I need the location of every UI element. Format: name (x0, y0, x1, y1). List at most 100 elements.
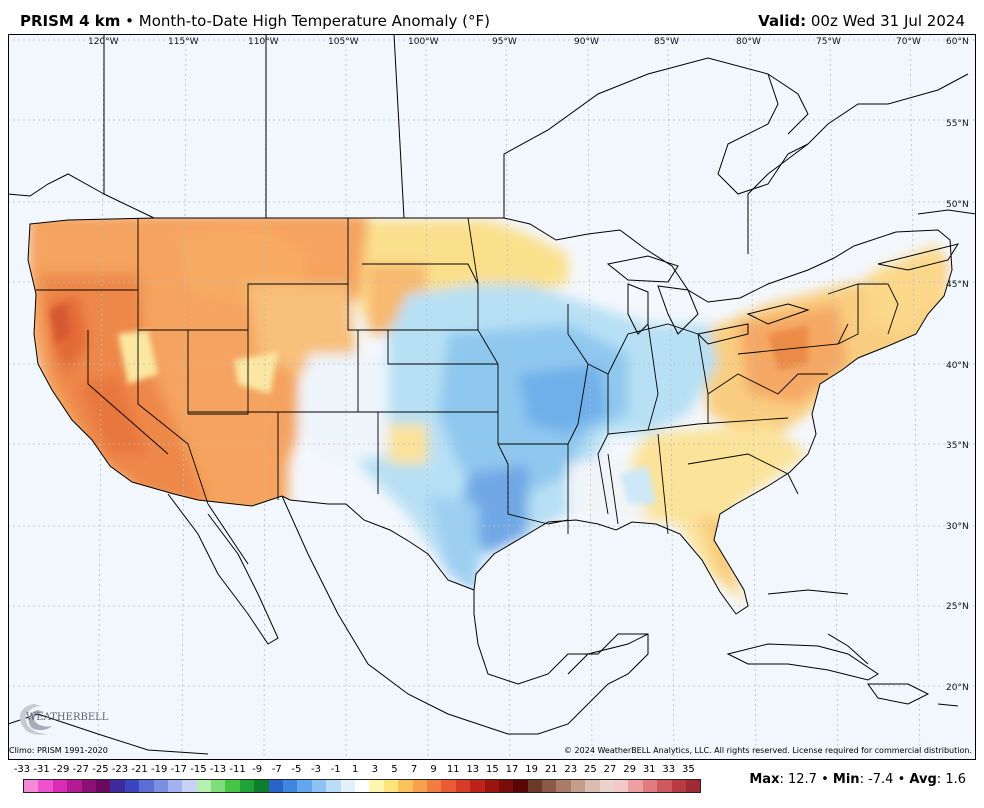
logo-text: WEATHERBELL (26, 712, 109, 723)
lat-label: 30°N (946, 522, 969, 532)
lat-label: 35°N (946, 441, 969, 451)
legend-tick-label: 29 (623, 764, 636, 775)
legend-tick-label: 21 (544, 764, 558, 775)
climo-note: Climo: PRISM 1991-2020 (9, 746, 108, 755)
legend-swatch (383, 780, 399, 792)
product-description: Month-to-Date High Temperature Anomaly (… (138, 12, 490, 30)
legend-tick-label: 23 (564, 764, 578, 775)
max-value: 12.7 (788, 772, 817, 787)
legend-swatch (268, 780, 284, 792)
legend-tick-label: -21 (131, 764, 148, 775)
legend-swatch (340, 780, 355, 792)
lon-label: 80°W (736, 37, 761, 47)
legend-tick-label: 25 (584, 764, 597, 775)
legend-swatch (38, 780, 53, 792)
avg-value: 1.6 (945, 772, 966, 787)
legend-tick-label: -11 (229, 764, 246, 775)
legend-tick-label: 1 (352, 764, 359, 775)
legend-tick-label: 11 (446, 764, 460, 775)
legend-tick-label: 33 (662, 764, 676, 775)
legend-tick-label: 13 (466, 764, 480, 775)
legend-tick-label: 5 (391, 764, 398, 775)
weatherbell-logo (19, 704, 52, 735)
legend-tick-label: -15 (190, 764, 207, 775)
legend-swatch (24, 780, 39, 792)
lon-label: 95°W (492, 37, 517, 47)
product-name: PRISM 4 km (20, 12, 121, 30)
legend-swatch (153, 780, 168, 792)
legend-swatch (513, 780, 528, 792)
lat-label: 55°N (946, 119, 969, 129)
avg-label: Avg (909, 772, 937, 787)
legend-swatch (52, 780, 68, 792)
legend-swatch (455, 780, 471, 792)
legend-tick-label: 3 (371, 764, 378, 775)
legend-swatch (671, 780, 686, 792)
title-bullet: • (125, 12, 134, 30)
legend-tick-label: -23 (111, 764, 129, 775)
legend-swatch (685, 780, 701, 792)
lon-label: 105°W (328, 37, 359, 47)
legend-swatch (412, 780, 427, 792)
legend-swatch (196, 780, 212, 792)
legend-tick-label: -27 (72, 764, 89, 775)
lon-label: 120°W (88, 37, 119, 47)
legend-tick-label: -33 (13, 764, 31, 775)
lat-label: 60°N (946, 37, 969, 47)
legend-tick-label: -1 (330, 764, 341, 775)
anomaly-map: 120°W 115°W 110°W 105°W 100°W 95°W 90°W … (8, 34, 976, 760)
legend-tick-labels: -33 -31 -29 -27 -25 -23 -21 -19 -17 -15 -13 -11 -9 -7… (14, 764, 714, 778)
anomaly-shading (28, 218, 952, 614)
lon-label: 75°W (816, 37, 841, 47)
stats-bullet: • (897, 772, 906, 787)
legend-tick-label: -3 (311, 764, 321, 775)
legend-swatch (570, 780, 586, 792)
lon-label: 100°W (408, 37, 439, 47)
legend-tick-label: 7 (410, 764, 418, 775)
latitude-labels: 60°N 55°N 50°N 45°N 40°N 35°N 30°N 25°N … (946, 37, 969, 693)
lat-label: 50°N (946, 200, 969, 210)
legend-tick-label: -5 (291, 764, 302, 775)
lat-label: 45°N (946, 280, 969, 290)
valid-value: 00z Wed 31 Jul 2024 (810, 12, 965, 30)
legend-swatch (211, 780, 226, 792)
legend-tick-label: -29 (53, 764, 70, 775)
min-value: -7.4 (868, 772, 894, 787)
legend-swatch (614, 780, 629, 792)
valid-label: Valid: (758, 12, 807, 30)
lon-label: 85°W (654, 37, 679, 47)
legend-tick-label: -7 (271, 764, 282, 775)
legend-swatch (67, 780, 82, 792)
legend-swatch (283, 780, 298, 792)
legend-tick-label: 31 (642, 764, 656, 775)
legend-swatch (239, 780, 255, 792)
legend-swatch (311, 780, 327, 792)
legend-swatch (254, 780, 269, 792)
copyright-note: © 2024 WeatherBELL Analytics, LLC. All r… (564, 746, 972, 755)
legend-tick-label: -25 (92, 764, 109, 775)
legend-tick-label: 35 (682, 764, 695, 775)
legend-swatch (441, 780, 456, 792)
legend-tick-label: 19 (525, 764, 538, 775)
legend-swatch (139, 780, 154, 792)
legend-swatch (585, 780, 600, 792)
legend-swatch (297, 780, 312, 792)
legend-swatch (527, 780, 543, 792)
legend-swatch (398, 780, 413, 792)
map-title: PRISM 4 km • Month-to-Date High Temperat… (20, 12, 490, 30)
lat-label: 20°N (946, 683, 969, 693)
legend-swatch (354, 780, 370, 792)
legend-swatch (81, 780, 96, 792)
legend-swatch (426, 780, 442, 792)
legend-swatch (599, 780, 615, 792)
legend-tick-label: 17 (505, 764, 519, 775)
lon-label: 70°W (896, 37, 921, 47)
legend-tick-label: -13 (209, 764, 227, 775)
legend-tick-label: -17 (170, 764, 187, 775)
valid-time: Valid: 00z Wed 31 Jul 2024 (758, 12, 965, 30)
lon-label: 115°W (168, 37, 199, 47)
legend-swatch (470, 780, 485, 792)
max-label: Max (749, 772, 780, 787)
lat-label: 40°N (946, 361, 969, 371)
legend-tick-label: 27 (603, 764, 617, 775)
